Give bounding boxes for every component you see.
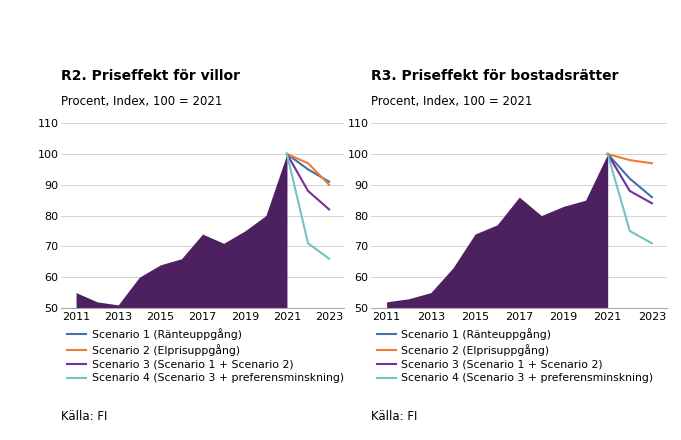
Text: Källa: FI: Källa: FI — [61, 410, 108, 423]
Text: Källa: FI: Källa: FI — [371, 410, 417, 423]
Legend: Scenario 1 (Ränteuppgång), Scenario 2 (Elprisuppgång), Scenario 3 (Scenario 1 + : Scenario 1 (Ränteuppgång), Scenario 2 (E… — [67, 328, 344, 383]
Text: R3. Priseffekt för bostadsrätter: R3. Priseffekt för bostadsrätter — [371, 69, 618, 83]
Text: R2. Priseffekt för villor: R2. Priseffekt för villor — [61, 69, 240, 83]
Text: Procent, Index, 100 = 2021: Procent, Index, 100 = 2021 — [61, 95, 223, 108]
Text: Procent, Index, 100 = 2021: Procent, Index, 100 = 2021 — [371, 95, 533, 108]
Legend: Scenario 1 (Ränteuppgång), Scenario 2 (Elprisuppgång), Scenario 3 (Scenario 1 + : Scenario 1 (Ränteuppgång), Scenario 2 (E… — [377, 328, 654, 383]
